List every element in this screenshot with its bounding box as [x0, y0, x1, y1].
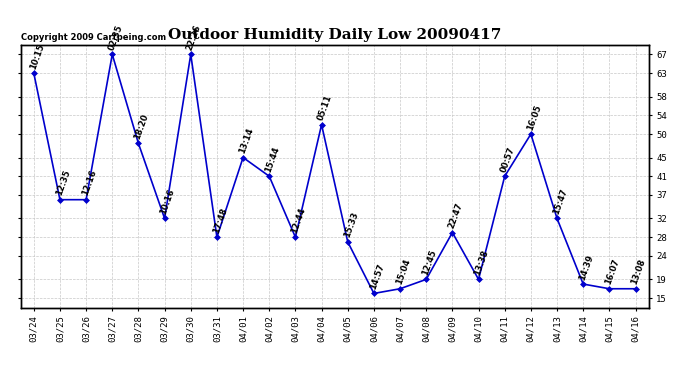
Text: Copyright 2009 Cartpeing.com: Copyright 2009 Cartpeing.com [21, 33, 166, 42]
Text: 15:44: 15:44 [264, 145, 282, 174]
Text: 15:04: 15:04 [395, 258, 412, 286]
Text: 13:38: 13:38 [473, 249, 491, 277]
Text: 14:39: 14:39 [578, 253, 595, 281]
Text: 22:47: 22:47 [446, 201, 464, 230]
Text: 02:35: 02:35 [106, 24, 124, 52]
Text: 22:26: 22:26 [185, 23, 203, 52]
Text: 13:14: 13:14 [237, 126, 255, 155]
Text: 10:16: 10:16 [159, 188, 177, 216]
Title: Outdoor Humidity Daily Low 20090417: Outdoor Humidity Daily Low 20090417 [168, 28, 502, 42]
Text: 05:11: 05:11 [316, 94, 333, 122]
Text: 12:45: 12:45 [420, 248, 438, 277]
Text: 13:08: 13:08 [630, 258, 647, 286]
Text: 12:44: 12:44 [290, 206, 307, 234]
Text: 15:33: 15:33 [342, 211, 359, 239]
Text: 16:07: 16:07 [604, 258, 621, 286]
Text: 18:20: 18:20 [132, 112, 150, 141]
Text: 00:57: 00:57 [499, 146, 517, 174]
Text: 12:16: 12:16 [81, 169, 98, 197]
Text: 15:47: 15:47 [551, 188, 569, 216]
Text: 16:05: 16:05 [525, 103, 543, 131]
Text: 10:15: 10:15 [28, 42, 46, 70]
Text: 14:57: 14:57 [368, 262, 386, 291]
Text: 12:35: 12:35 [55, 169, 72, 197]
Text: 17:48: 17:48 [211, 206, 229, 234]
